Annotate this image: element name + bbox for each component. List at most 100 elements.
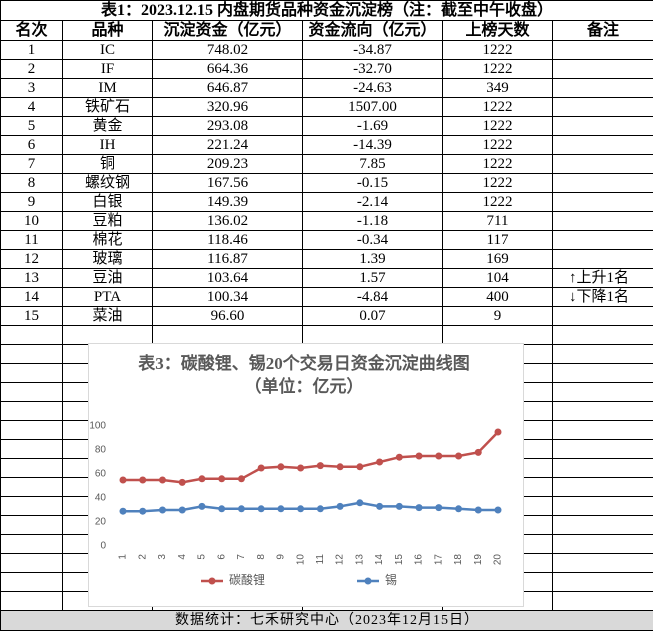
cell: 豆油 xyxy=(63,269,153,288)
y-tick-label: 80 xyxy=(95,445,107,456)
x-tick-label: 7 xyxy=(236,554,247,560)
cell: IM xyxy=(63,79,153,98)
cell: -0.34 xyxy=(303,231,443,250)
footer: 数据统计：七禾研究中心（2023年12月15日） xyxy=(1,611,653,631)
header-cell: 备注 xyxy=(553,21,653,41)
empty-cell xyxy=(1,326,63,345)
x-tick-label: 1 xyxy=(118,554,129,560)
point xyxy=(356,499,363,506)
cell: 1222 xyxy=(443,98,553,117)
point xyxy=(218,475,225,482)
cell: 豆粕 xyxy=(63,212,153,231)
cell: 8 xyxy=(1,174,63,193)
cell: 15 xyxy=(1,307,63,326)
legend-label: 锡 xyxy=(385,572,397,587)
cell: 209.23 xyxy=(153,155,303,174)
point xyxy=(159,507,166,514)
empty-cell xyxy=(153,326,303,345)
empty-cell xyxy=(1,383,63,402)
cell xyxy=(553,98,653,117)
empty-cell xyxy=(553,573,653,592)
empty-cell xyxy=(553,535,653,554)
cell: 748.02 xyxy=(153,41,303,60)
cell: -24.63 xyxy=(303,79,443,98)
cell: 3 xyxy=(1,79,63,98)
x-tick-label: 17 xyxy=(433,554,444,566)
empty-cell xyxy=(1,516,63,535)
point xyxy=(179,507,186,514)
point xyxy=(238,475,245,482)
point xyxy=(317,462,324,469)
cell: 1.39 xyxy=(303,250,443,269)
x-tick-label: 9 xyxy=(276,554,287,560)
cell: 14 xyxy=(1,288,63,307)
x-tick-label: 18 xyxy=(453,554,464,566)
header-cell: 资金流向（亿元） xyxy=(303,21,443,41)
empty-cell xyxy=(1,573,63,592)
cell: 1222 xyxy=(443,117,553,136)
empty-cell xyxy=(553,421,653,440)
cell: 1507.00 xyxy=(303,98,443,117)
footer-row: 数据统计：七禾研究中心（2023年12月15日） xyxy=(1,611,653,631)
header-cell: 上榜天数 xyxy=(443,21,553,41)
cell: 1222 xyxy=(443,60,553,79)
cell xyxy=(553,117,653,136)
cell: 铁矿石 xyxy=(63,98,153,117)
cell: 铜 xyxy=(63,155,153,174)
cell: 棉花 xyxy=(63,231,153,250)
cell: 10 xyxy=(1,212,63,231)
empty-cell xyxy=(63,326,153,345)
cell: -14.39 xyxy=(303,136,443,155)
point xyxy=(376,459,383,466)
cell xyxy=(553,307,653,326)
empty-cell xyxy=(1,459,63,478)
cell: ↓下降1名 xyxy=(553,288,653,307)
cell: ↑上升1名 xyxy=(553,269,653,288)
point xyxy=(198,475,205,482)
empty-cell xyxy=(1,421,63,440)
x-tick-label: 19 xyxy=(473,554,484,566)
cell: 9 xyxy=(1,193,63,212)
empty-cell xyxy=(1,345,63,364)
cell xyxy=(553,60,653,79)
cell: -34.87 xyxy=(303,41,443,60)
x-tick-label: 15 xyxy=(394,554,405,566)
table-title: 表1：2023.12.15 内盘期货品种资金沉淀榜（注：截至中午收盘） xyxy=(1,1,653,21)
cell: 2 xyxy=(1,60,63,79)
y-tick-label: 20 xyxy=(95,517,107,528)
point xyxy=(495,507,502,514)
empty-cell xyxy=(1,364,63,383)
point xyxy=(120,508,127,515)
cell xyxy=(553,136,653,155)
point xyxy=(139,477,146,484)
empty-cell xyxy=(553,478,653,497)
cell: 149.39 xyxy=(153,193,303,212)
cell: IF xyxy=(63,60,153,79)
cell xyxy=(553,212,653,231)
x-tick-label: 3 xyxy=(157,554,168,560)
empty-cell xyxy=(443,326,553,345)
point xyxy=(120,477,127,484)
empty-cell xyxy=(1,592,63,611)
cell: 9 xyxy=(443,307,553,326)
y-tick-label: 40 xyxy=(95,493,107,504)
point xyxy=(376,503,383,510)
empty-cell xyxy=(1,402,63,421)
cell: 349 xyxy=(443,79,553,98)
cell: PTA xyxy=(63,288,153,307)
cell: 100.34 xyxy=(153,288,303,307)
empty-cell xyxy=(553,326,653,345)
point xyxy=(258,465,265,472)
cell: 104 xyxy=(443,269,553,288)
point xyxy=(495,429,502,436)
empty-cell xyxy=(553,402,653,421)
